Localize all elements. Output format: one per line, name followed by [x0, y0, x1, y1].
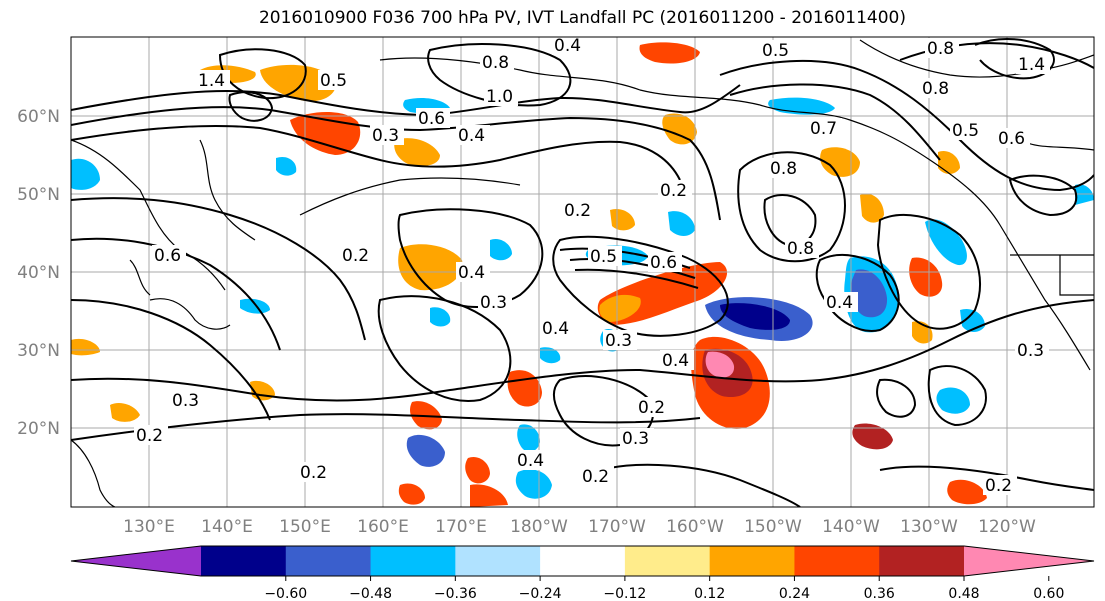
- contour-label-0.4-b: 0.4: [542, 319, 569, 339]
- contour-label-0.8-d: 0.8: [927, 39, 954, 59]
- colorbar-segment: [879, 546, 965, 576]
- contour-label-0.2-d: 0.2: [136, 426, 163, 446]
- latitude-labels: 60°N 50°N 40°N 30°N 20°N: [17, 107, 60, 439]
- contour-label-0.6-b: 0.6: [650, 253, 677, 273]
- contour-label-0.2-b: 0.2: [660, 181, 687, 201]
- contour-label-0.6-d: 0.6: [998, 129, 1025, 149]
- contour-label-0.6-a: 0.6: [154, 246, 181, 266]
- colorbar-outline: [70, 545, 1095, 577]
- colorbar-segment: [709, 546, 795, 576]
- contour-label-0.8-b: 0.8: [770, 159, 797, 179]
- contour-label-0.2-h: 0.2: [342, 246, 369, 266]
- lon-label-140w: 140°W: [822, 517, 880, 537]
- contour-label-0.3-c: 0.3: [605, 331, 632, 351]
- colorbar-tick-label: 0.12: [694, 586, 725, 601]
- contour-label-0.4-f: 0.4: [458, 126, 485, 146]
- contour-label-0.2-e: 0.2: [300, 463, 327, 483]
- lon-label-130w: 130°W: [900, 517, 958, 537]
- coastlines: [71, 39, 1094, 507]
- colorbar-segment: [794, 546, 880, 576]
- contour-label-0.4-c: 0.4: [662, 351, 689, 371]
- colorbar-extend-high: [964, 546, 1094, 576]
- lat-label-50n: 50°N: [17, 185, 60, 205]
- lon-label-160e: 160°E: [357, 517, 409, 537]
- contour-label-0.3-a: 0.3: [172, 391, 199, 411]
- contour-label-0.3-e: 0.3: [1017, 341, 1044, 361]
- contour-label-0.5-a: 0.5: [590, 247, 617, 267]
- page-title: 2016010900 F036 700 hPa PV, IVT Landfall…: [258, 8, 906, 28]
- lon-label-120w: 120°W: [978, 517, 1036, 537]
- lon-label-170e: 170°E: [435, 517, 487, 537]
- contour-label-0.8-a: 0.8: [482, 53, 509, 73]
- contour-label-0.2-f: 0.2: [985, 476, 1012, 496]
- lat-label-40n: 40°N: [17, 263, 60, 283]
- contour-label-0.8-e: 0.8: [922, 79, 949, 99]
- longitude-labels: 130°E 140°E 150°E 160°E 170°E 180°W 170°…: [123, 517, 1036, 537]
- lat-label-20n: 20°N: [17, 419, 60, 439]
- colorbar-tick-label: −0.48: [349, 586, 392, 601]
- contour-label-1.4-b: 1.4: [1018, 55, 1045, 75]
- contour-label-1.0-a: 1.0: [486, 87, 513, 107]
- contour-label-0.5-c: 0.5: [952, 121, 979, 141]
- lon-label-140e: 140°E: [201, 517, 253, 537]
- colorbar-segment: [370, 546, 456, 576]
- contour-labels: 0.2 0.2 0.2 0.2 0.2 0.2 0.2 0.3 0.3 0.3 …: [134, 36, 1050, 496]
- colorbar-tick-label: 0.36: [864, 586, 895, 601]
- contour-label-0.3-b: 0.3: [480, 293, 507, 313]
- lon-label-150w: 150°W: [744, 517, 802, 537]
- lon-label-180w: 180°W: [510, 517, 568, 537]
- colorbar-segment: [624, 546, 711, 576]
- contour-label-1.4-a: 1.4: [198, 71, 225, 91]
- colorbar-tick-label: −0.12: [603, 586, 646, 601]
- colorbar-segment: [540, 546, 626, 576]
- colorbar-tick-label: −0.36: [434, 586, 477, 601]
- contour-label-0.5-b: 0.5: [762, 41, 789, 61]
- contour-label-0.3-f: 0.3: [372, 126, 399, 146]
- contour-label-0.7-a: 0.7: [810, 119, 837, 139]
- lat-label-60n: 60°N: [17, 107, 60, 127]
- lon-label-130e: 130°E: [123, 517, 175, 537]
- colorbar-tick-label: −0.60: [264, 586, 307, 601]
- colorbar-segment: [285, 546, 372, 576]
- colorbar: −0.60 −0.48 −0.36 −0.24 −0.12 0.12 0.24 0.36 0.4…: [70, 545, 1095, 601]
- colorbar-segment: [201, 546, 287, 576]
- colorbar-tick-label: −0.24: [519, 586, 562, 601]
- lon-label-170w: 170°W: [588, 517, 646, 537]
- map-frame: [70, 36, 1095, 508]
- colorbar-tick-label: 0.48: [948, 586, 979, 601]
- lat-label-30n: 30°N: [17, 341, 60, 361]
- colorbar-extend-low: [71, 546, 201, 576]
- contour-label-0.4-g: 0.4: [554, 36, 581, 56]
- contour-label-0.3-d: 0.3: [622, 429, 649, 449]
- colorbar-segment: [455, 546, 541, 576]
- contour-label-0.4-e: 0.4: [517, 451, 544, 471]
- colorbar-tick-label: 0.60: [1033, 586, 1064, 601]
- contour-label-0.8-c: 0.8: [787, 239, 814, 259]
- lat-lon-grid: [71, 37, 1094, 507]
- colorbar-tick-label: 0.24: [779, 586, 810, 601]
- lon-label-150e: 150°E: [279, 517, 331, 537]
- lon-label-160w: 160°W: [666, 517, 724, 537]
- contour-label-0.5-d: 0.5: [320, 71, 347, 91]
- contour-label-0.2-c: 0.2: [638, 398, 665, 418]
- contour-label-0.6-c: 0.6: [418, 109, 445, 129]
- contour-label-0.2-a: 0.2: [564, 201, 591, 221]
- contour-label-0.4-a: 0.4: [458, 263, 485, 283]
- contour-label-0.4-d: 0.4: [826, 293, 853, 313]
- contour-label-0.2-g: 0.2: [582, 467, 609, 487]
